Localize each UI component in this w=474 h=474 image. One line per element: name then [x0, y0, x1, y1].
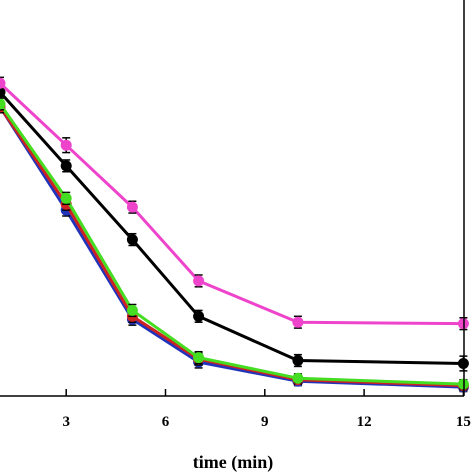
series-4: [0, 97, 469, 390]
data-point: [60, 139, 72, 151]
data-point: [126, 234, 138, 246]
series-line: [0, 91, 464, 365]
data-point: [292, 316, 304, 328]
plot-area: [0, 76, 469, 393]
series-line: [0, 103, 464, 386]
data-point: [126, 304, 138, 316]
x-axis-ticks: 3 6 9 12 15: [62, 389, 471, 430]
series-line: [0, 82, 464, 326]
data-point: [126, 201, 138, 213]
data-point: [292, 372, 304, 384]
data-point: [292, 355, 304, 367]
x-tick-label: 3: [62, 414, 70, 430]
data-point: [193, 310, 205, 322]
x-tick-label: 12: [357, 414, 372, 430]
data-point: [0, 77, 6, 89]
x-axis-title: time (min): [193, 452, 273, 473]
x-tick-label: 6: [162, 414, 170, 430]
data-point: [60, 192, 72, 204]
data-point: [60, 160, 72, 172]
data-point: [0, 98, 6, 110]
data-point: [193, 275, 205, 287]
data-point: [193, 352, 205, 364]
x-tick-label: 15: [456, 414, 471, 430]
x-tick-label: 9: [261, 414, 269, 430]
series-0: [0, 76, 469, 331]
series-1: [0, 85, 469, 372]
